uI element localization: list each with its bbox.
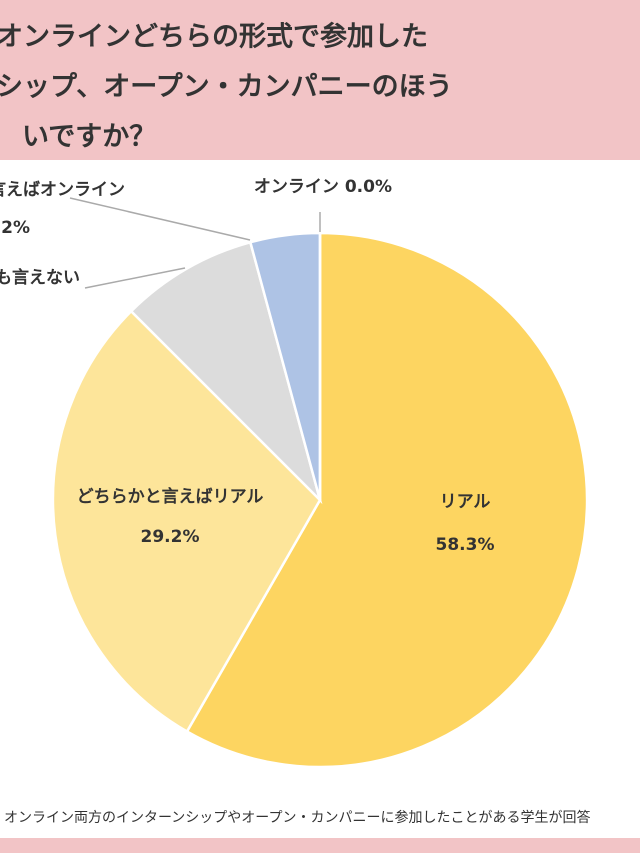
title-line: オンラインどちらの形式で参加した — [0, 21, 428, 53]
title-line: いですか？ — [22, 122, 156, 153]
slice-name: どちらかと言えばリアル — [77, 486, 264, 507]
leader-line — [84, 267, 186, 289]
slice-name: リアル — [440, 492, 491, 512]
header-band — [0, 0, 640, 160]
slice-value: 58.3% — [436, 535, 495, 555]
title-line: シップ、オープン・カンパニーのほう — [0, 72, 453, 103]
slice-name: オンライン — [254, 177, 339, 197]
footer-band — [0, 838, 640, 853]
slice-value: 0.0% — [345, 177, 392, 197]
pie-slice — [51, 309, 322, 734]
pie-slice — [185, 231, 589, 769]
slice-value: 4.2% — [0, 218, 30, 238]
pie-slice — [129, 240, 323, 505]
note: オンライン両方のインターンシップやオープン・カンパニーに参加したことがある学生が… — [4, 809, 590, 826]
slice-label: オンライン 0.0% — [254, 177, 392, 197]
slice-name: どちらとも言えない — [0, 267, 80, 288]
leader-line — [69, 197, 251, 241]
slice-value: 29.2% — [141, 527, 200, 547]
slice-name: どちらかと言えばオンライン — [0, 179, 125, 200]
